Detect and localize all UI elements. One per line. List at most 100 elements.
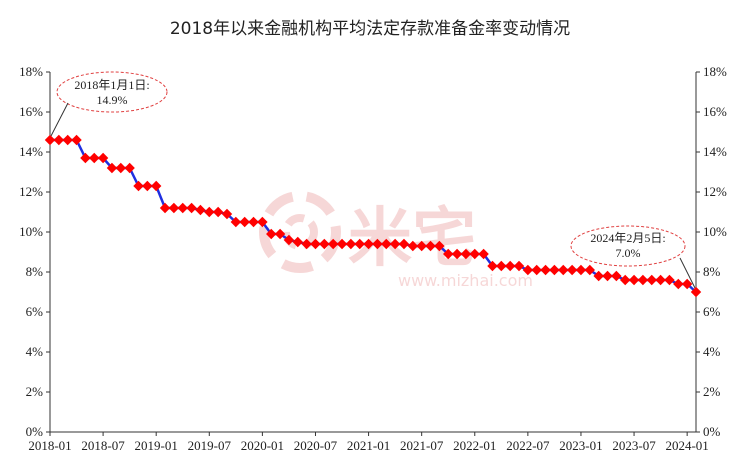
annotation-leader-line <box>679 257 696 289</box>
x-tick-label: 2020-07 <box>294 438 338 453</box>
annotation-value: 14.9% <box>97 93 128 107</box>
data-point-marker <box>319 238 330 250</box>
data-point-marker <box>425 240 436 252</box>
data-point-marker <box>540 264 551 276</box>
data-point-marker <box>97 152 109 164</box>
data-point-marker <box>133 180 144 192</box>
data-point-marker <box>513 260 525 272</box>
y-tick-label-left: 16% <box>19 104 43 119</box>
x-tick-label: 2019-07 <box>188 438 232 453</box>
data-point-marker <box>690 286 702 298</box>
x-tick-label: 2019-01 <box>135 438 178 453</box>
data-point-marker <box>168 202 180 214</box>
x-tick-label: 2024-01 <box>665 438 708 453</box>
data-point-marker <box>558 264 569 276</box>
annotation-callout-ellipse <box>570 225 686 267</box>
data-point-marker <box>310 238 321 250</box>
watermark-url-text: www.mizhai.com <box>398 271 533 290</box>
x-tick-label: 2020-01 <box>241 438 284 453</box>
data-point-marker <box>655 274 666 286</box>
data-point-marker <box>230 216 242 228</box>
data-point-marker <box>531 264 542 276</box>
data-point-marker <box>681 278 693 290</box>
data-point-marker <box>221 208 233 220</box>
data-point-marker <box>407 240 419 252</box>
watermark-logo: 米宅 www.mizhai.com <box>259 191 533 290</box>
watermark-brand-text: 米宅 <box>348 202 476 276</box>
data-point-marker <box>301 238 312 250</box>
data-point-marker <box>89 152 100 164</box>
y-tick-label-right: 18% <box>703 64 727 79</box>
data-point-marker <box>177 202 188 214</box>
annotation-layer: 2018年1月1日:14.9% 2024年2月5日:7.0% <box>50 71 696 289</box>
data-point-marker <box>53 134 65 146</box>
data-point-marker <box>487 260 498 272</box>
chart-title: 2018年以来金融机构平均法定存款准备金率变动情况 <box>169 19 571 39</box>
y-tick-label-right: 12% <box>703 184 727 199</box>
data-point-marker <box>416 240 427 252</box>
data-point-marker <box>106 162 118 174</box>
data-point-marker <box>354 238 365 250</box>
annotation-callout-ellipse <box>56 71 168 113</box>
y-tick-label-right: 8% <box>703 264 721 279</box>
data-point-marker <box>478 248 489 260</box>
y-tick-label-right: 14% <box>703 144 727 159</box>
y-tick-label-right: 4% <box>703 344 721 359</box>
data-point-marker <box>257 216 268 228</box>
data-point-marker <box>363 238 374 250</box>
data-point-marker <box>195 204 206 216</box>
data-point-marker <box>345 238 357 250</box>
data-point-marker <box>381 238 392 250</box>
data-point-marker <box>637 274 649 286</box>
annotation-label: 2024年2月5日: <box>590 231 665 245</box>
data-point-marker <box>44 134 56 146</box>
y-tick-label-right: 6% <box>703 304 721 319</box>
y-tick-label-left: 8% <box>26 264 44 279</box>
data-point-marker <box>646 274 657 286</box>
data-point-marker <box>248 216 259 228</box>
data-point-marker <box>504 260 516 272</box>
axes: 0% 0% 2% 2% 4% 4% 6% 6% 8% 8% 10% 10% 12% 12% 14% 14% 16… <box>19 64 727 453</box>
data-point-marker <box>664 274 675 286</box>
y-tick-label-left: 0% <box>26 424 44 439</box>
data-point-marker <box>150 180 162 192</box>
annotation-leader-line <box>50 102 69 137</box>
data-point-marker <box>549 264 560 276</box>
x-tick-label: 2021-07 <box>400 438 444 453</box>
data-point-marker <box>522 264 534 276</box>
y-tick-label-right: 16% <box>703 104 727 119</box>
data-point-marker <box>239 216 250 228</box>
data-point-marker <box>372 238 383 250</box>
x-tick-label: 2022-07 <box>506 438 550 453</box>
x-tick-label: 2018-01 <box>28 438 71 453</box>
data-point-marker <box>584 264 596 276</box>
x-tick-label: 2023-01 <box>559 438 602 453</box>
y-tick-label-left: 18% <box>19 64 43 79</box>
data-point-marker <box>602 270 613 282</box>
data-point-marker <box>283 234 295 246</box>
data-point-marker <box>620 274 631 286</box>
data-point-marker <box>434 240 445 252</box>
annotation-label: 2018年1月1日: <box>74 78 149 92</box>
data-point-marker <box>611 270 622 282</box>
data-point-marker <box>124 162 135 174</box>
data-point-marker <box>336 238 348 250</box>
y-tick-label-right: 2% <box>703 384 721 399</box>
data-point-marker <box>398 238 410 250</box>
x-tick-label: 2023-07 <box>612 438 656 453</box>
y-tick-label-left: 12% <box>19 184 43 199</box>
data-point-marker <box>566 264 578 276</box>
data-point-marker <box>673 278 684 290</box>
data-point-marker <box>469 248 480 260</box>
data-point-marker <box>327 238 339 250</box>
series-marker-layer <box>44 134 702 298</box>
y-tick-label-right: 0% <box>703 424 721 439</box>
data-point-marker <box>443 248 454 260</box>
data-point-marker <box>628 274 640 286</box>
y-tick-label-right: 10% <box>703 224 727 239</box>
watermark-swirl-icon <box>259 191 341 273</box>
data-point-marker <box>575 264 587 276</box>
y-tick-label-left: 6% <box>26 304 44 319</box>
data-point-marker <box>71 134 82 146</box>
